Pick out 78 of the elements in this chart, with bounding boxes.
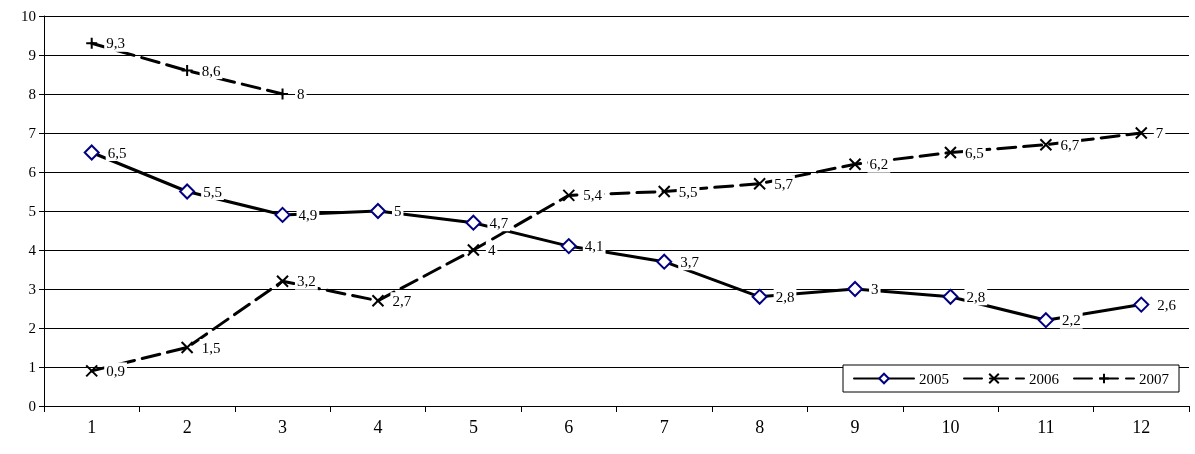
- data-label: 2,2: [1061, 312, 1081, 329]
- y-tick-label: 9: [28, 47, 36, 63]
- data-label: 5,4: [583, 187, 603, 204]
- data-label: 2,6: [1157, 296, 1177, 313]
- data-label: 6,5: [107, 144, 127, 161]
- x-tick-label: 5: [468, 417, 478, 437]
- point: [180, 64, 194, 78]
- y-tick-label: 2: [28, 320, 36, 336]
- point: [83, 144, 100, 161]
- y-tick-label: 4: [28, 242, 37, 258]
- point: [943, 146, 957, 159]
- data-label: 3,7: [680, 253, 700, 270]
- data-label: 7: [1155, 125, 1164, 141]
- x-tick-label: 4: [373, 417, 383, 437]
- point: [466, 243, 480, 257]
- x-tick-label: 8: [755, 417, 765, 437]
- point: [562, 188, 576, 202]
- data-label: 5,7: [774, 175, 794, 192]
- point: [751, 288, 768, 305]
- point: [847, 281, 864, 297]
- data-label: 6,7: [1060, 136, 1080, 153]
- point: [848, 157, 862, 171]
- point: [85, 364, 99, 378]
- data-label: 5,5: [678, 183, 698, 200]
- y-tick-label: 10: [21, 8, 36, 24]
- data-label: 6,5: [964, 144, 984, 161]
- data-label: 0,9: [106, 362, 125, 379]
- x-tick-label: 3: [278, 417, 288, 437]
- data-label: 9,3: [106, 35, 125, 52]
- data-label: 8: [297, 86, 305, 102]
- y-tick-label: 8: [28, 86, 36, 102]
- y-tick-label: 3: [28, 281, 36, 297]
- data-label: 2,7: [392, 292, 412, 309]
- data-label: 2,8: [966, 288, 986, 305]
- data-label: 3,2: [297, 273, 316, 290]
- legend-label: 2006: [1029, 370, 1060, 387]
- point: [180, 341, 194, 354]
- x-tick-label: 10: [941, 417, 960, 437]
- point: [656, 253, 673, 270]
- y-tick-label: 0: [28, 398, 36, 414]
- legend-label: 2007: [1139, 370, 1170, 387]
- data-label: 4,9: [298, 206, 318, 223]
- data-label: 4,7: [489, 214, 509, 231]
- point: [371, 294, 385, 308]
- y-tick-label: 6: [28, 164, 37, 180]
- legend-label: 2005: [919, 370, 949, 387]
- point: [1039, 138, 1053, 152]
- point: [276, 274, 290, 288]
- point: [1134, 126, 1148, 140]
- data-label: 6,2: [869, 156, 889, 173]
- data-label: 5,5: [203, 183, 222, 200]
- data-label: 4: [487, 242, 496, 258]
- point: [274, 206, 291, 223]
- point: [179, 183, 196, 200]
- x-tick-label: 9: [850, 417, 860, 437]
- data-label: 8,6: [201, 62, 221, 79]
- data-label: 2,8: [775, 288, 795, 305]
- x-tick-label: 7: [659, 417, 669, 437]
- point: [657, 185, 671, 198]
- x-tick-label: 11: [1037, 417, 1055, 437]
- data-label: 3: [871, 281, 879, 297]
- x-tick-label: 6: [564, 417, 574, 437]
- point: [942, 288, 959, 305]
- x-tick-label: 1: [87, 417, 97, 437]
- x-tick-label: 12: [1132, 417, 1151, 437]
- point: [753, 177, 767, 191]
- y-tick-label: 1: [28, 359, 36, 375]
- point: [560, 238, 577, 255]
- x-tick-label: 2: [182, 417, 192, 437]
- y-tick-label: 7: [28, 125, 37, 141]
- point: [1133, 296, 1150, 313]
- data-label: 4,1: [584, 238, 604, 255]
- data-label: 5: [393, 203, 402, 219]
- point: [465, 214, 482, 231]
- data-label: 1,5: [201, 339, 221, 356]
- point: [1037, 312, 1054, 329]
- point: [369, 203, 386, 219]
- y-tick-label: 5: [28, 203, 36, 219]
